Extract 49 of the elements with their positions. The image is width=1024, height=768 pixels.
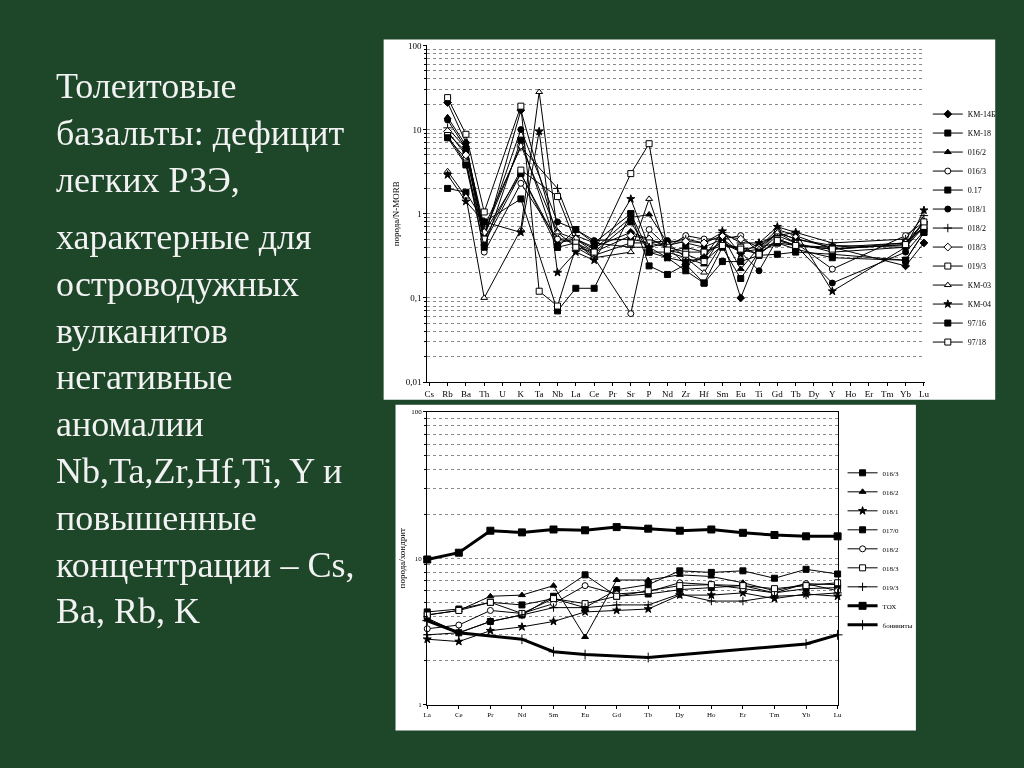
x-tick-label: Dy [808,388,820,399]
x-tick-label: Tb [790,388,802,399]
legend-label: 0.17 [967,186,982,196]
x-tick-label: U [499,388,507,399]
x-tick-label: Tm [881,388,894,399]
x-tick-label: Er [864,388,874,399]
y-tick-label: 10 [412,124,422,135]
legend-label: 97/16 [967,319,987,329]
x-tick-label: Sm [716,388,729,399]
y-tick-label: 0,01 [405,377,422,388]
y-tick-label: 1 [416,208,422,219]
y-tick-label: 0,1 [410,293,422,304]
legend-label: 018/2 [967,224,987,234]
x-tick-label: Zr [681,388,690,399]
x-tick-label: Lu [918,388,930,399]
legend-label: 018/3 [967,243,987,253]
legend-label: КМ-14Б [967,110,996,120]
legend-label: 019/3 [967,262,987,272]
x-tick-label: K [517,388,525,399]
x-tick-label: Ce [589,388,600,399]
x-tick-label: Rb [442,388,454,399]
legend-label: КМ-03 [967,281,991,291]
x-tick-label: Yb [900,388,912,399]
x-tick-label: Eu [735,388,747,399]
x-tick-label: Sr [626,388,635,399]
x-tick-label: Ho [845,388,857,399]
y-axis-title: порода/хондрит [396,527,407,589]
x-tick-label: Y [829,388,837,399]
legend-label: 97/18 [967,338,987,348]
x-tick-label: Ti [755,388,764,399]
legend-label: 016/2 [967,148,987,158]
legend-label: 016/3 [967,167,987,177]
x-tick-label: P [646,388,652,399]
x-tick-label: Nd [661,388,674,399]
x-tick-label: Pr [608,388,617,399]
x-tick-label: Cs [424,388,435,399]
x-tick-label: Ba [460,388,471,399]
x-tick-label: Ta [534,388,544,399]
legend-label: 018/1 [967,205,987,215]
y-tick-label: 100 [407,40,422,51]
legend-label: КМ-04 [967,300,991,310]
y-axis-title: порода/N-MORB [391,181,402,247]
x-tick-label: La [571,388,581,399]
x-tick-label: Hf [699,388,709,399]
legend-label: КМ-18 [967,129,991,139]
x-tick-label: Th [479,388,490,399]
text: характерные для островодужных вулканитов негативные аномалии Nb,Ta,Zr,Hf,Ti, Y и повышенные концентрации – Cs, Ba, Rb, K [56,217,355,632]
x-tick-label: Nb [552,388,564,399]
x-tick-label: Gd [771,388,784,399]
